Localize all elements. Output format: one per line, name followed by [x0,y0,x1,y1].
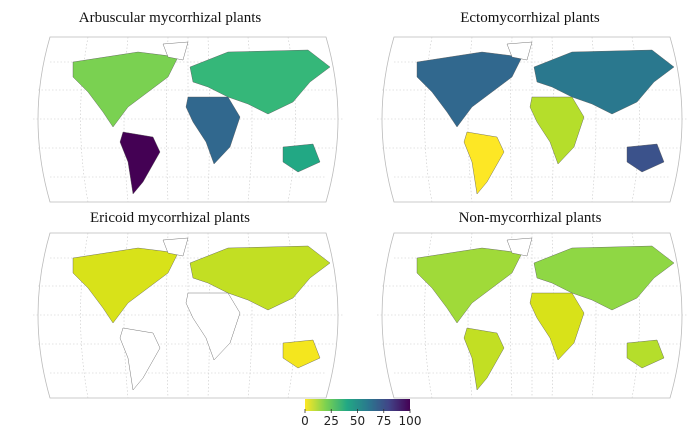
colorbar-tick-label: 100 [399,414,422,428]
colorbar-tick-label: 75 [376,414,391,428]
panel-title: Ericoid mycorrhizal plants [90,210,250,226]
colorbar-ramp [305,399,410,411]
colorbar-tick-label: 50 [350,414,365,428]
panel-title: Ectomycorrhizal plants [460,10,600,26]
panel-title: Non-mycorrhizal plants [459,210,602,226]
map [376,232,688,399]
map [376,36,688,203]
colorbar-tick-label: 0 [301,414,309,428]
map [32,232,344,399]
colorbar-tick-label: 25 [324,414,339,428]
colorbar: 0 25 50 75 100 [301,399,421,428]
panel-title: Arbuscular mycorrhizal plants [79,10,262,26]
map [32,36,344,203]
